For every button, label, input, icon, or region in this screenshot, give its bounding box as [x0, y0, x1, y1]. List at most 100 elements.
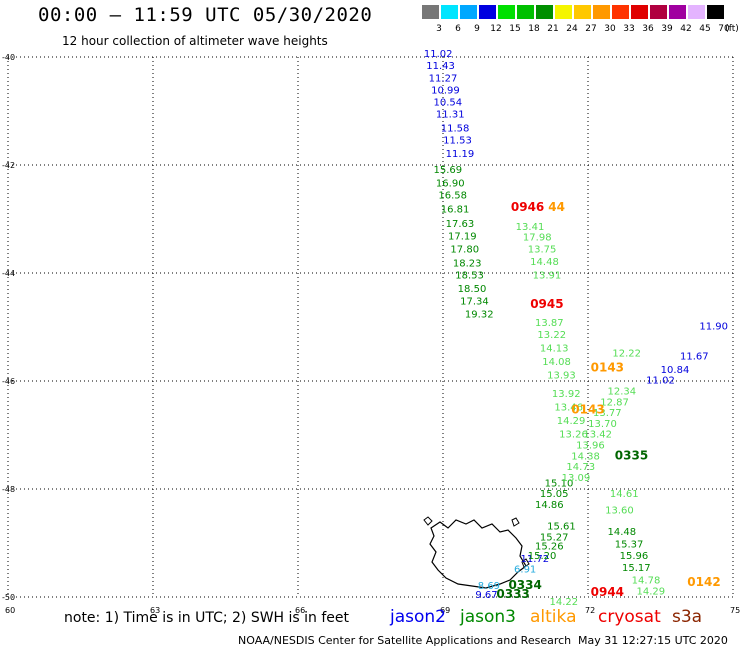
scale-label: 30 [604, 24, 616, 34]
wave-height-value: 12.34 [608, 387, 637, 398]
wave-height-value: 15.61 [547, 522, 576, 533]
wave-height-value: 14.29 [637, 586, 666, 597]
credit-line: NOAA/NESDIS Center for Satellite Applica… [238, 634, 572, 647]
scale-swatch [631, 5, 648, 19]
scale-unit: (ft) [725, 24, 739, 34]
wave-height-value: 13.87 [535, 318, 564, 329]
small-island [511, 517, 520, 527]
footnote: note: 1) Time is in UTC; 2) SWH is in fe… [64, 610, 350, 626]
lat-tick-label: -42 [2, 161, 15, 170]
wave-height-value: 15.10 [545, 478, 574, 489]
lon-tick-label: 66 [295, 606, 305, 615]
wave-height-value: 14.48 [608, 527, 637, 538]
scale-swatch [536, 5, 553, 19]
wave-height-value: 14.86 [535, 500, 564, 511]
wave-height-value: 13.91 [533, 270, 562, 281]
wave-height-value: 15.26 [535, 541, 564, 552]
wave-height-value: 13.92 [552, 389, 581, 400]
wave-height-value: 17.63 [446, 219, 475, 230]
wave-height-value: 10.54 [434, 98, 463, 109]
wave-height-value: 11.58 [441, 124, 470, 135]
lat-tick-label: -46 [2, 377, 15, 386]
scale-label: 36 [642, 24, 654, 34]
pass-time-label: 0335 [615, 448, 648, 462]
wave-height-value: 14.29 [557, 416, 586, 427]
wave-height-value: 13.96 [576, 441, 605, 452]
scale-swatch [669, 5, 686, 19]
wave-height-value: 17.19 [448, 232, 477, 243]
lon-tick-label: 63 [150, 606, 160, 615]
scale-swatch [593, 5, 610, 19]
wave-height-value: 15.37 [615, 539, 644, 550]
pass-time-label: 0143 [571, 402, 604, 416]
wave-height-value: 17.80 [450, 244, 479, 255]
wave-height-value: 14.48 [530, 257, 559, 268]
pass-time-label: 0333 [496, 587, 529, 601]
scale-label: 70 [718, 24, 730, 34]
wave-height-value: 13.46 [554, 403, 583, 414]
pass-time-label: 44 [548, 200, 565, 214]
lon-tick-label: 60 [5, 606, 15, 615]
wave-height-value: 13.41 [516, 222, 545, 233]
wave-height-value: 13.42 [583, 430, 612, 441]
lon-tick-label: 72 [585, 606, 595, 615]
land-outline [423, 516, 530, 589]
lat-tick-label: -40 [2, 53, 15, 62]
wave-height-value: 15.20 [528, 551, 557, 562]
wave-height-value: 11.31 [436, 109, 465, 120]
scale-label: 12 [490, 24, 502, 34]
scale-label: 18 [528, 24, 540, 34]
wave-height-value: 8.69 [478, 581, 500, 592]
wave-height-value: 13.22 [537, 330, 566, 341]
wave-height-value: 14.73 [566, 462, 595, 473]
pass-time-label: 0944 [591, 585, 624, 599]
pass-time-label: 0945 [530, 297, 563, 311]
wave-height-value: 14.22 [550, 597, 579, 608]
wave-height-value: 10.84 [661, 365, 690, 376]
wave-height-value: 15.96 [620, 551, 649, 562]
wave-height-value: 14.61 [610, 489, 639, 500]
wave-height-value: 15.69 [434, 165, 463, 176]
scale-swatch [479, 5, 496, 19]
scale-label: 15 [509, 24, 521, 34]
wave-height-value: 15.05 [540, 489, 569, 500]
wave-height-value: 13.75 [528, 244, 557, 255]
wave-height-value: 9.67 [475, 590, 497, 601]
wave-height-value: 18.53 [455, 270, 484, 281]
lat-tick-label: -50 [2, 593, 15, 602]
lat-lon-grid [7, 56, 734, 598]
scale-swatch [574, 5, 591, 19]
lon-tick-label: 69 [440, 606, 450, 615]
lat-tick-label: -48 [2, 485, 15, 494]
wave-height-value: 11.72 [521, 554, 550, 565]
scale-label: 24 [566, 24, 578, 34]
scale-label: 39 [661, 24, 673, 34]
wave-height-value: 14.38 [571, 451, 600, 462]
scale-swatch [688, 5, 705, 19]
page-subtitle: 12 hour collection of altimeter wave hei… [62, 34, 328, 48]
wave-height-value: 15.27 [540, 532, 569, 543]
wave-height-value: 16.58 [438, 190, 467, 201]
wave-height-value: 13.77 [593, 408, 622, 419]
scale-swatch [555, 5, 572, 19]
axis-labels: -40 -42 -44 -46 -48 -50 60 63 66 69 72 75 [2, 53, 740, 615]
wave-height-value: 15.17 [622, 563, 651, 574]
satellite-tracks: 11.0211.4311.2710.9910.5411.3111.5811.53… [424, 49, 728, 608]
wave-height-value: 11.67 [680, 351, 709, 362]
wave-height-value: 11.53 [443, 135, 472, 146]
scale-swatch [441, 5, 458, 19]
wave-height-value: 11.90 [699, 322, 728, 333]
scale-swatch [650, 5, 667, 19]
scale-label: 33 [623, 24, 635, 34]
scale-label: 6 [455, 24, 461, 34]
wave-height-value: 19.32 [465, 309, 494, 320]
satellite-legend-s3a: s3a [672, 607, 703, 627]
scale-swatch [460, 5, 477, 19]
scale-label: 3 [436, 24, 442, 34]
scale-swatch [612, 5, 629, 19]
pass-time-label: 0143 [591, 360, 624, 374]
wave-height-value: 11.02 [424, 49, 453, 60]
scale-label: 42 [680, 24, 692, 34]
